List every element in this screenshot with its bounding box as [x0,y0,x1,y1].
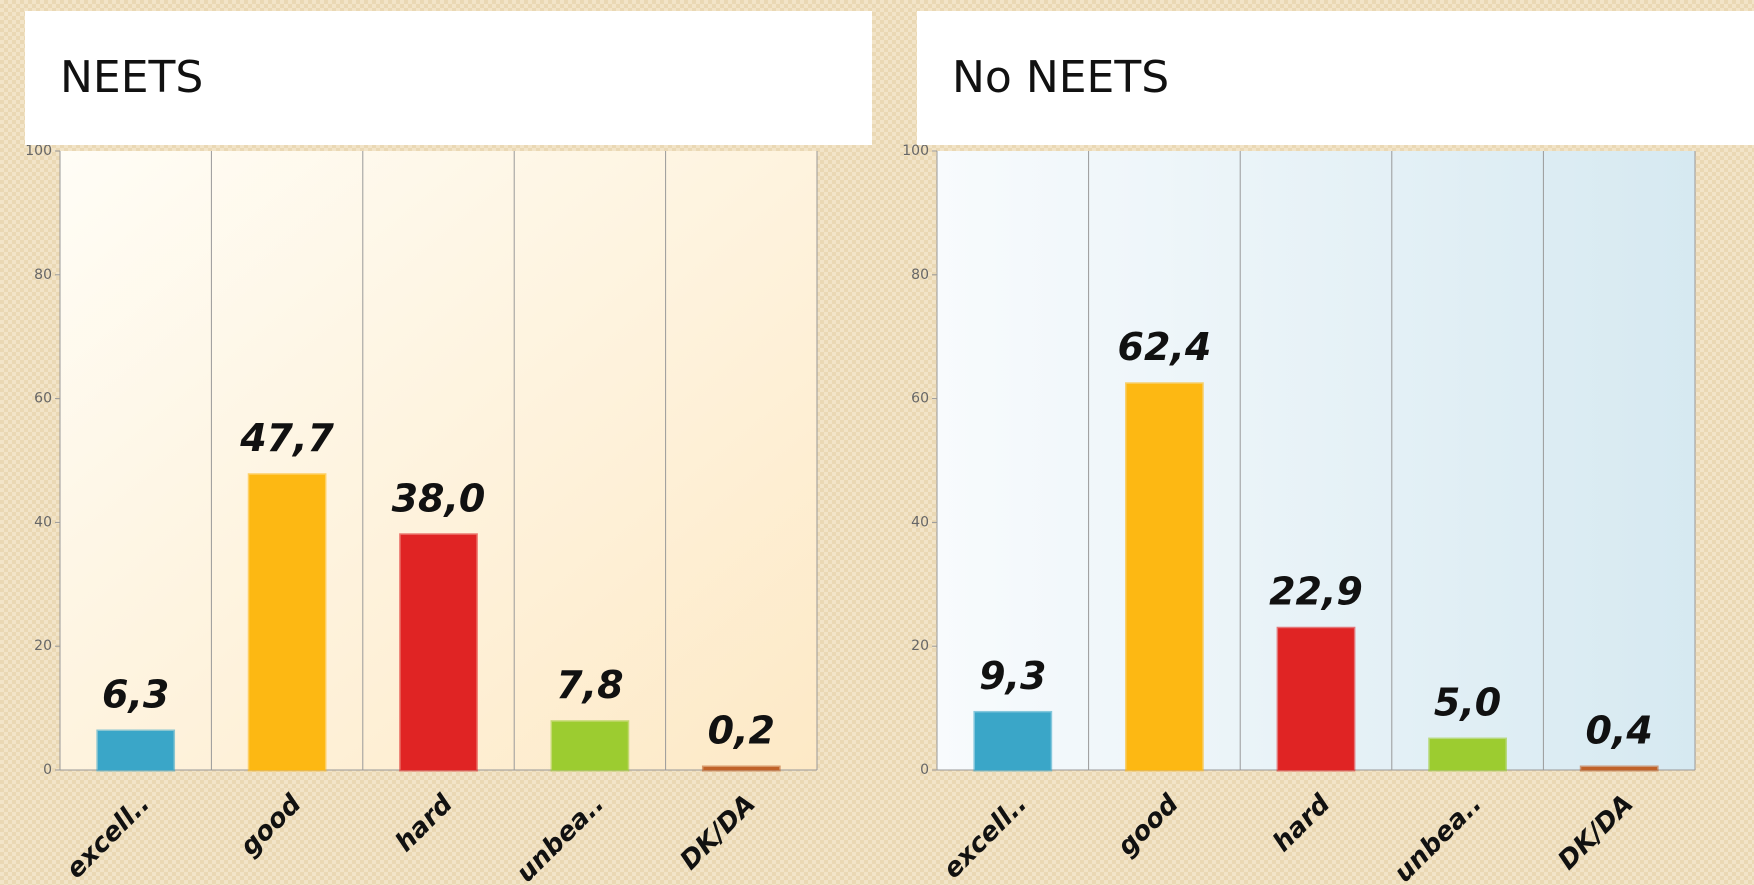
chart-title: NEETS [60,52,203,103]
title-box [25,11,872,145]
y-tick-label: 60 [34,391,52,407]
value-label: 47,7 [239,416,334,460]
title-box [917,11,1754,145]
value-label: 6,3 [102,673,169,717]
value-label: 22,9 [1269,570,1363,614]
y-tick-label: 0 [43,762,52,778]
y-tick-label: 0 [920,762,929,778]
value-label: 0,2 [708,709,775,753]
bar [973,710,1053,772]
value-label: 62,4 [1118,325,1212,369]
bar [1579,765,1659,772]
bar [701,765,781,772]
bar [550,720,630,772]
value-label: 5,0 [1434,681,1501,725]
bar [1276,626,1356,772]
y-tick-label: 40 [911,514,929,530]
y-tick-label: 40 [34,514,52,530]
chart-title: No NEETS [952,52,1169,103]
y-tick-label: 100 [902,143,929,159]
bar [96,729,176,772]
bar [247,473,327,772]
y-tick-label: 20 [34,638,52,654]
y-tick-label: 20 [911,638,929,654]
y-tick-label: 80 [911,267,929,283]
value-label: 38,0 [392,476,486,520]
value-label: 9,3 [979,654,1046,698]
y-tick-label: 60 [911,391,929,407]
y-tick-label: 100 [25,143,52,159]
y-tick-label: 80 [34,267,52,283]
bar [1428,737,1507,772]
value-label: 0,4 [1586,709,1653,753]
bar [1125,382,1204,772]
bar [399,533,478,772]
value-label: 7,8 [556,663,623,707]
